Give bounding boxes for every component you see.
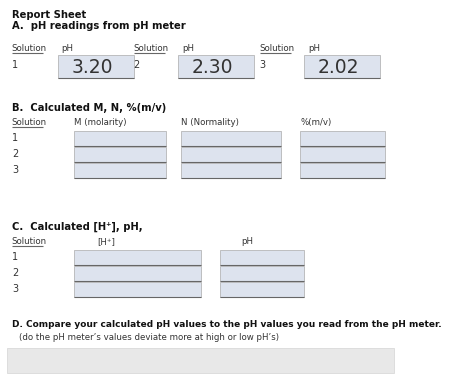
Text: (do the pH meter’s values deviate more at high or low pH’s): (do the pH meter’s values deviate more a… (19, 333, 280, 342)
Text: Solution: Solution (134, 44, 169, 53)
Text: %(m/v): %(m/v) (300, 118, 331, 127)
Text: 2: 2 (12, 268, 18, 278)
Text: pH: pH (308, 44, 320, 53)
Text: 1: 1 (12, 60, 18, 70)
Text: B.  Calculated M, N, %(m/v): B. Calculated M, N, %(m/v) (12, 103, 166, 113)
Text: D. Compare your calculated pH values to the pH values you read from the pH meter: D. Compare your calculated pH values to … (12, 320, 441, 329)
Text: pH: pH (182, 44, 194, 53)
Text: [H⁺]: [H⁺] (97, 237, 115, 246)
Text: 2.02: 2.02 (317, 58, 359, 77)
Text: 3: 3 (12, 165, 18, 175)
Text: 2: 2 (12, 149, 18, 159)
Text: Solution: Solution (260, 44, 295, 53)
FancyBboxPatch shape (74, 266, 201, 281)
FancyBboxPatch shape (181, 163, 281, 178)
Text: Solution: Solution (12, 237, 47, 246)
FancyBboxPatch shape (181, 147, 281, 162)
Text: 1: 1 (12, 252, 18, 262)
FancyBboxPatch shape (74, 163, 166, 178)
FancyBboxPatch shape (300, 163, 385, 178)
Text: Solution: Solution (12, 44, 47, 53)
FancyBboxPatch shape (178, 55, 254, 78)
FancyBboxPatch shape (74, 250, 201, 265)
FancyBboxPatch shape (300, 131, 385, 146)
FancyBboxPatch shape (220, 282, 304, 297)
Text: 2.30: 2.30 (191, 58, 233, 77)
Text: 3: 3 (12, 284, 18, 294)
Text: Solution: Solution (12, 118, 47, 127)
Text: M (molarity): M (molarity) (74, 118, 127, 127)
Text: Report Sheet: Report Sheet (12, 10, 86, 20)
Text: 1: 1 (12, 133, 18, 143)
Text: pH: pH (61, 44, 73, 53)
FancyBboxPatch shape (57, 55, 134, 78)
FancyBboxPatch shape (74, 131, 166, 146)
Text: 3: 3 (260, 60, 266, 70)
FancyBboxPatch shape (181, 131, 281, 146)
Text: N (Normality): N (Normality) (181, 118, 239, 127)
Text: C.  Calculated [H⁺], pH,: C. Calculated [H⁺], pH, (12, 222, 143, 232)
Text: pH: pH (241, 237, 253, 246)
FancyBboxPatch shape (74, 147, 166, 162)
Text: 3.20: 3.20 (71, 58, 113, 77)
FancyBboxPatch shape (220, 266, 304, 281)
FancyBboxPatch shape (304, 55, 380, 78)
FancyBboxPatch shape (7, 348, 394, 373)
FancyBboxPatch shape (220, 250, 304, 265)
Text: 2: 2 (134, 60, 140, 70)
FancyBboxPatch shape (74, 282, 201, 297)
FancyBboxPatch shape (300, 147, 385, 162)
Text: A.  pH readings from pH meter: A. pH readings from pH meter (12, 21, 186, 31)
